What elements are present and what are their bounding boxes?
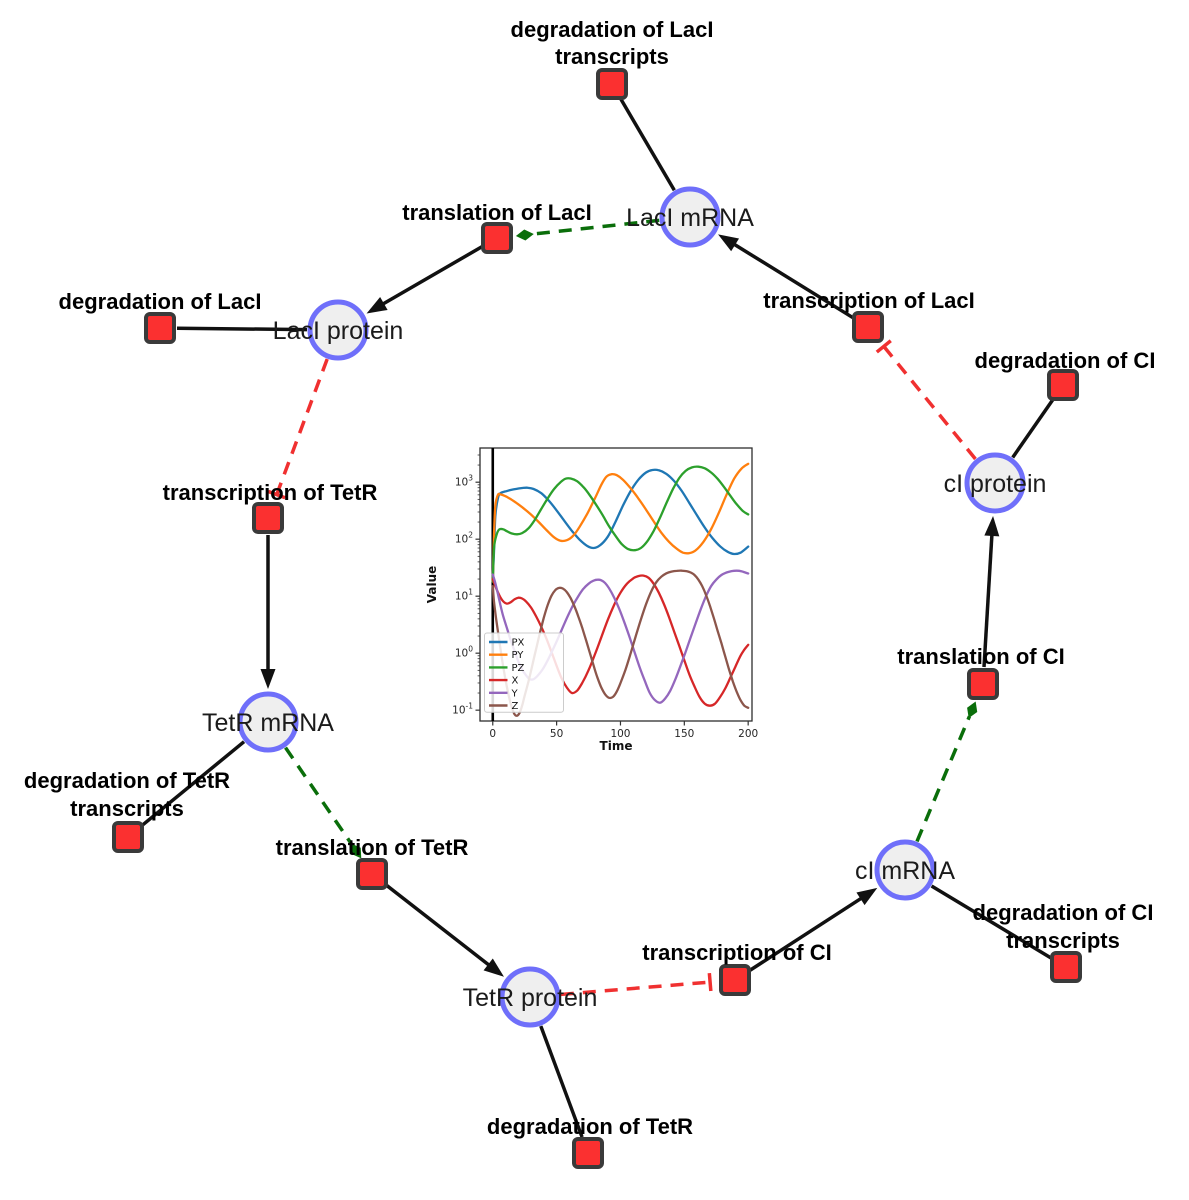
x-tick-label-100: 100 bbox=[610, 728, 630, 740]
edge-laci-mrna--deg-laci-transcripts bbox=[619, 97, 676, 192]
edge-laci-protein--transcription-tetr bbox=[275, 358, 329, 496]
chart-series-PY bbox=[491, 462, 750, 583]
reaction-node-deg-ci[interactable] bbox=[1047, 369, 1079, 401]
reaction-node-transcription-ci[interactable] bbox=[719, 964, 751, 996]
legend-label-Y: Y bbox=[511, 688, 519, 699]
y-axis-label: Value bbox=[425, 566, 439, 604]
edge-transcription-ci--ci-mrna bbox=[748, 892, 869, 973]
reaction-label-transcription-laci-line1: transcription of LacI bbox=[763, 288, 974, 313]
edge-ci-mrna--deg-ci-transcripts bbox=[930, 884, 1053, 960]
edge-translation-ci--ci-protein-arrowhead-icon bbox=[984, 515, 1000, 537]
x-tick-label-150: 150 bbox=[674, 728, 694, 740]
chart-series-PZ bbox=[491, 465, 750, 583]
species-label-tetr-protein: TetR protein bbox=[463, 984, 598, 1012]
edge-transcription-tetr--tetr-mrna-arrowhead-icon bbox=[260, 669, 276, 689]
edge-ci-protein--transcription-laci bbox=[882, 345, 977, 461]
reaction-node-deg-laci-transcripts[interactable] bbox=[596, 68, 628, 100]
labels-layer: LacI mRNA LacI protein TetR mRNA TetR prote… bbox=[24, 17, 1156, 1139]
legend-label-X: X bbox=[512, 676, 519, 687]
edge-ci-protein--transcription-laci-tbar-icon bbox=[875, 339, 892, 354]
legend-label-PY: PY bbox=[512, 650, 525, 661]
reaction-node-translation-laci[interactable] bbox=[481, 222, 513, 254]
species-node-tetr-mrna[interactable] bbox=[237, 691, 299, 753]
edge-translation-laci--laci-protein bbox=[376, 244, 484, 309]
edge-laci-protein--deg-laci bbox=[176, 326, 308, 332]
reaction-label-deg-laci-transcripts-line2: transcripts bbox=[555, 44, 669, 69]
reaction-label-deg-laci-transcripts-line1: degradation of LacI bbox=[511, 17, 714, 42]
reaction-node-transcription-tetr[interactable] bbox=[252, 502, 284, 534]
reaction-node-deg-ci-transcripts[interactable] bbox=[1050, 951, 1082, 983]
edge-transcription-laci--laci-mrna-arrowhead-icon bbox=[718, 234, 740, 252]
reaction-label-translation-ci-line1: translation of CI bbox=[897, 644, 1064, 669]
chart-series-X bbox=[491, 574, 750, 707]
reaction-label-transcription-tetr-line1: transcription of TetR bbox=[163, 480, 378, 505]
species-label-laci-mrna: LacI mRNA bbox=[626, 204, 754, 232]
species-node-tetr-protein[interactable] bbox=[499, 966, 561, 1028]
reaction-label-deg-tetr-transcripts-line2: transcripts bbox=[70, 796, 184, 821]
edge-tetr-mrna--translation-tetr-diamond-arrowhead-icon bbox=[351, 843, 362, 859]
species-label-ci-mrna: cI mRNA bbox=[855, 857, 955, 885]
edge-ci-protein--deg-ci bbox=[1011, 397, 1055, 459]
edge-laci-protein--transcription-tetr-tbar-icon bbox=[267, 489, 286, 500]
reaction-node-deg-tetr[interactable] bbox=[572, 1137, 604, 1169]
edges-layer bbox=[140, 97, 1055, 1138]
reaction-label-transcription-ci-line1: transcription of CI bbox=[642, 940, 831, 965]
reaction-label-deg-ci-transcripts-line2: transcripts bbox=[1006, 928, 1120, 953]
reaction-label-deg-ci-line1: degradation of CI bbox=[975, 348, 1156, 373]
species-node-ci-mrna[interactable] bbox=[874, 839, 936, 901]
species-node-ci-protein[interactable] bbox=[964, 452, 1026, 514]
edge-translation-tetr--tetr-protein bbox=[384, 883, 496, 971]
species-label-tetr-mrna: TetR mRNA bbox=[202, 709, 334, 737]
edge-tetr-protein--transcription-ci bbox=[560, 980, 711, 997]
legend-label-Z: Z bbox=[512, 701, 519, 712]
legend-label-PZ: PZ bbox=[512, 663, 525, 674]
edge-translation-ci--ci-protein bbox=[982, 527, 995, 668]
reaction-label-deg-laci-line1: degradation of LacI bbox=[59, 289, 262, 314]
x-tick-label-200: 200 bbox=[738, 728, 758, 740]
edge-translation-laci--laci-protein-arrowhead-icon bbox=[366, 296, 388, 314]
reaction-node-deg-laci[interactable] bbox=[144, 312, 176, 344]
x-axis-label: Time bbox=[600, 739, 633, 753]
nodes-layer bbox=[112, 68, 1082, 1169]
edge-ci-mrna--translation-ci-diamond-arrowhead-icon bbox=[967, 701, 978, 719]
reaction-label-deg-ci-transcripts-line1: degradation of CI bbox=[973, 900, 1154, 925]
x-tick-label-0: 0 bbox=[489, 728, 496, 740]
legend-label-PX: PX bbox=[512, 638, 525, 649]
reaction-label-deg-tetr-line1: degradation of TetR bbox=[487, 1114, 693, 1139]
edge-tetr-protein--transcription-ci-tbar-icon bbox=[707, 972, 713, 992]
reaction-node-translation-ci[interactable] bbox=[967, 668, 999, 700]
reaction-label-translation-tetr-line1: translation of TetR bbox=[276, 835, 469, 860]
edge-laci-mrna--translation-laci-diamond-arrowhead-icon bbox=[515, 229, 534, 241]
edge-tetr-protein--deg-tetr bbox=[539, 1025, 584, 1138]
species-label-laci-protein: LacI protein bbox=[273, 317, 404, 345]
x-tick-label-50: 50 bbox=[550, 728, 563, 740]
edge-transcription-laci--laci-mrna bbox=[727, 239, 855, 320]
edge-tetr-mrna--deg-tetr-transcripts bbox=[140, 740, 246, 828]
chart-series-PX bbox=[491, 468, 750, 578]
reaction-label-translation-laci-line1: translation of LacI bbox=[402, 200, 591, 225]
reaction-label-deg-tetr-transcripts-line1: degradation of TetR bbox=[24, 768, 230, 793]
species-node-laci-protein[interactable] bbox=[307, 299, 369, 361]
edge-tetr-mrna--translation-tetr bbox=[284, 746, 354, 847]
edge-transcription-ci--ci-mrna-arrowhead-icon bbox=[856, 887, 878, 906]
reaction-node-transcription-laci[interactable] bbox=[852, 311, 884, 343]
species-label-ci-protein: cI protein bbox=[944, 470, 1047, 498]
reaction-node-deg-tetr-transcripts[interactable] bbox=[112, 821, 144, 853]
reaction-node-translation-tetr[interactable] bbox=[356, 858, 388, 890]
edge-ci-mrna--translation-ci bbox=[915, 715, 972, 843]
species-node-laci-mrna[interactable] bbox=[659, 186, 721, 248]
edge-translation-tetr--tetr-protein-arrowhead-icon bbox=[483, 958, 504, 977]
